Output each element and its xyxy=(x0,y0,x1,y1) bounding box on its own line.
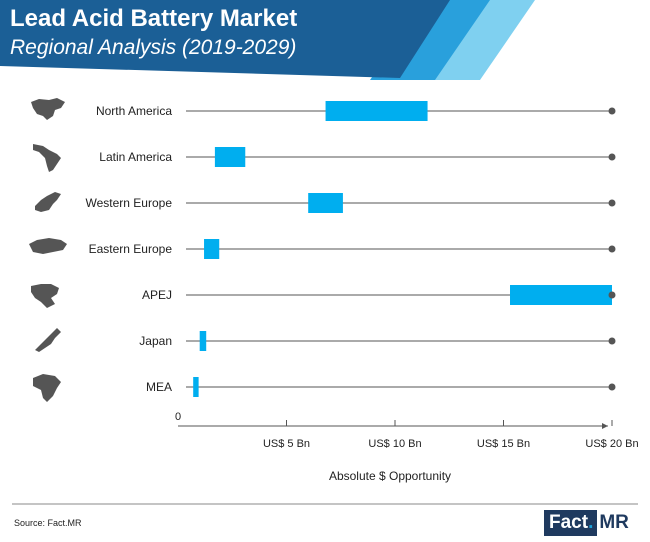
range-bar xyxy=(199,331,207,351)
x-tick-label: US$ 5 Bn xyxy=(263,438,310,450)
chart-row: Western Europe xyxy=(35,192,616,213)
chart-row: APEJ xyxy=(31,284,616,308)
range-bar xyxy=(325,101,428,121)
chart-row: Japan xyxy=(35,328,616,352)
header-banner xyxy=(0,0,535,80)
row-end-dot xyxy=(608,337,616,345)
factmr-logo: Fact. MR xyxy=(544,510,631,536)
row-end-dot xyxy=(608,199,616,207)
eastern-europe-map-icon xyxy=(29,238,67,254)
row-end-dot xyxy=(608,383,616,391)
western-europe-map-icon xyxy=(35,192,61,212)
mea-map-icon xyxy=(33,374,61,402)
category-label: Japan xyxy=(139,334,172,348)
range-bar-chart: North America Latin America Western Europe… xyxy=(12,98,639,505)
range-bar xyxy=(193,377,199,397)
x-origin-label: 0 xyxy=(175,411,181,423)
north-america-map-icon xyxy=(31,98,65,120)
row-end-dot xyxy=(608,291,616,299)
range-bar xyxy=(308,193,343,213)
x-tick-label: US$ 15 Bn xyxy=(477,438,530,450)
page-subtitle: Regional Analysis (2019-2029) xyxy=(10,36,297,59)
chart-row: MEA xyxy=(33,374,616,402)
x-axis-label: Absolute $ Opportunity xyxy=(329,469,451,483)
chart-row: Latin America xyxy=(33,144,616,172)
brand-mr-text: MR xyxy=(599,512,629,533)
brand-fact-text: Fact. xyxy=(544,510,598,536)
row-end-dot xyxy=(608,107,616,115)
category-label: Eastern Europe xyxy=(89,242,173,256)
chart-row: Eastern Europe xyxy=(29,238,616,259)
chart-row: North America xyxy=(31,98,616,121)
range-bar xyxy=(510,285,612,305)
row-end-dot xyxy=(608,153,616,161)
page-title: Lead Acid Battery Market xyxy=(10,5,298,32)
latin-america-map-icon xyxy=(33,144,61,172)
range-bar xyxy=(204,239,220,259)
apej-map-icon xyxy=(31,284,59,308)
category-label: MEA xyxy=(146,380,172,394)
category-label: Western Europe xyxy=(86,196,173,210)
category-label: Latin America xyxy=(99,150,172,164)
range-bar xyxy=(214,147,246,167)
header-stripe-dark xyxy=(0,0,450,78)
x-tick-label: US$ 20 Bn xyxy=(585,438,638,450)
japan-map-icon xyxy=(35,328,61,352)
source-note: Source: Fact.MR xyxy=(14,518,82,528)
x-tick-label: US$ 10 Bn xyxy=(368,438,421,450)
category-label: APEJ xyxy=(142,288,172,302)
category-label: North America xyxy=(96,104,172,118)
row-end-dot xyxy=(608,245,616,253)
